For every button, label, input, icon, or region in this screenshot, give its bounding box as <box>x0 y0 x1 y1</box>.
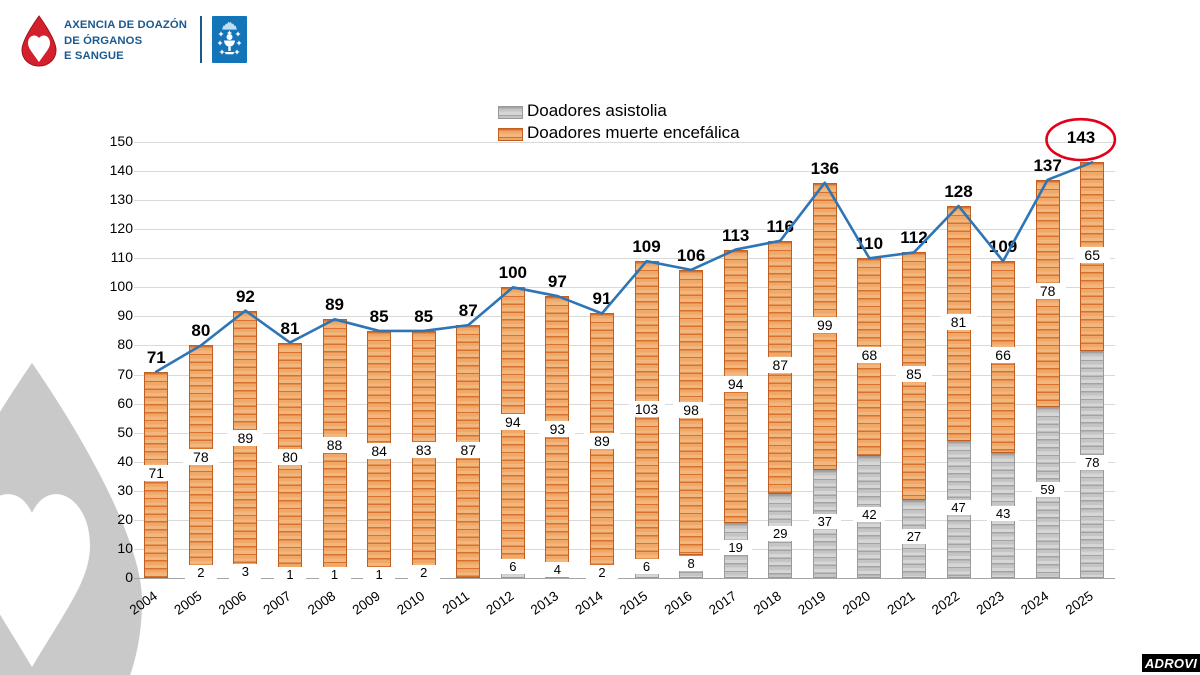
svg-text:2018: 2018 <box>751 588 784 618</box>
svg-text:2006: 2006 <box>216 588 249 618</box>
svg-text:2016: 2016 <box>662 588 695 618</box>
svg-text:2015: 2015 <box>617 588 650 618</box>
svg-text:2022: 2022 <box>929 588 962 618</box>
svg-text:2019: 2019 <box>795 588 828 618</box>
svg-text:2004: 2004 <box>127 588 161 618</box>
svg-text:2009: 2009 <box>350 588 383 618</box>
svg-text:2021: 2021 <box>884 588 917 618</box>
svg-text:2025: 2025 <box>1063 588 1096 618</box>
svg-text:2014: 2014 <box>572 588 606 618</box>
svg-text:2017: 2017 <box>706 588 739 618</box>
svg-text:2024: 2024 <box>1018 588 1052 618</box>
svg-text:2013: 2013 <box>528 588 561 618</box>
svg-text:2010: 2010 <box>394 588 427 618</box>
svg-text:2023: 2023 <box>974 588 1007 618</box>
svg-text:2011: 2011 <box>440 588 472 617</box>
svg-text:2008: 2008 <box>305 588 338 618</box>
svg-text:2012: 2012 <box>483 588 516 618</box>
svg-text:2020: 2020 <box>840 588 873 618</box>
svg-text:2005: 2005 <box>171 588 204 618</box>
svg-text:2007: 2007 <box>260 588 293 618</box>
